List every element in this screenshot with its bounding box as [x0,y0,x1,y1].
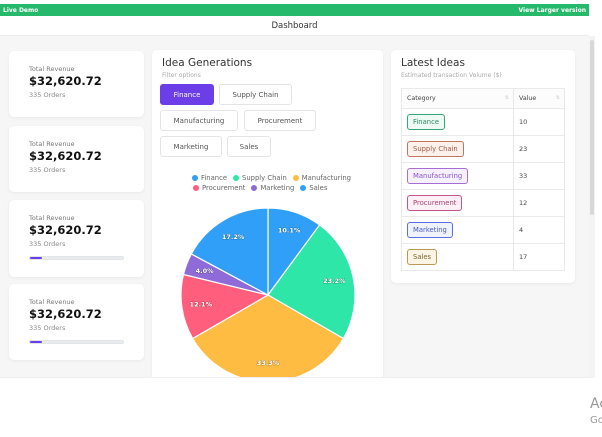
progress-bar [29,256,124,260]
view-larger-link[interactable]: View Larger version [518,6,587,14]
chart-legend-row1: Finance Supply Chain Manufacturing [192,174,357,182]
stat-label: Total Revenue [29,298,75,306]
stat-label: Total Revenue [29,140,75,148]
stat-value: $32,620.72 [29,74,102,88]
latest-ideas-title: Latest Ideas [401,57,465,69]
filter-manufacturing-button[interactable]: Manufacturing [160,110,238,131]
pie-label: 17.2% [222,233,245,241]
demo-banner: Live Demo View Larger version [0,4,589,16]
scrollbar-thumb[interactable] [590,40,594,215]
stat-orders: 335 Orders [29,166,66,174]
stat-label: Total Revenue [29,65,75,73]
latest-ideas-table: Category ⇅ Value ⇅ Finance 10 Supply Chain 23… [401,88,565,271]
category-badge: Marketing [407,222,453,238]
category-badge: Finance [407,114,446,130]
legend-dot-icon [192,175,198,181]
latest-ideas-card: Latest Ideas Estimated transaction Volum… [391,50,575,283]
table-row[interactable]: Procurement 12 [401,189,565,217]
category-cell: Manufacturing [401,162,514,190]
live-demo-label: Live Demo [3,6,39,14]
pie-label: 4.0% [196,267,215,275]
table-row[interactable]: Supply Chain 23 [401,135,565,163]
pie-slice-manufacturing[interactable] [191,294,345,378]
category-cell: Finance [401,108,514,136]
category-badge: Sales [407,249,438,265]
idea-generations-title: Idea Generations [162,57,253,69]
progress-fill [30,257,42,259]
value-cell: 17 [513,243,565,271]
latest-ideas-subtitle: Estimated transaction Volume ($) [401,72,502,79]
legend-procurement[interactable]: Procurement [193,184,245,192]
progress-bar [29,340,124,344]
category-cell: Marketing [401,216,514,244]
legend-dot-icon [300,185,307,191]
value-cell: 12 [513,189,565,217]
category-badge: Supply Chain [407,141,464,157]
legend-dot-icon [292,175,299,181]
pie-label: 33.3% [257,359,280,367]
page-title: Dashboard [271,20,318,31]
stat-card-1: Total Revenue $32,620.72 335 Orders [9,51,144,117]
sort-icon[interactable]: ⇅ [555,95,560,101]
stat-card-4: Total Revenue $32,620.72 335 Orders [9,284,144,360]
legend-dot-icon [251,185,258,191]
pie-label: 10.1% [278,227,301,235]
pie-label: 23.2% [323,277,346,285]
dashboard-content: Total Revenue $32,620.72 335 Orders Tota… [0,36,589,378]
filter-procurement-button[interactable]: Procurement [244,110,316,131]
stat-value: $32,620.72 [29,307,102,321]
filter-supply-chain-button[interactable]: Supply Chain [219,84,292,105]
category-cell: Sales [401,243,514,271]
stat-orders: 335 Orders [29,91,66,99]
filter-options-label: Filter options [162,72,201,79]
chart-legend-row2: Procurement Marketing Sales [193,184,333,192]
stat-orders: 335 Orders [29,324,66,332]
legend-manufacturing[interactable]: Manufacturing [292,174,351,182]
value-cell: 10 [513,108,565,136]
category-badge: Procurement [407,195,463,211]
progress-fill [30,341,42,343]
pie-slice-sales[interactable] [190,207,269,297]
category-cell: Procurement [401,189,514,217]
legend-sales[interactable]: Sales [300,184,327,192]
table-row[interactable]: Finance 10 [401,108,565,136]
stat-value: $32,620.72 [29,223,102,237]
legend-marketing[interactable]: Marketing [251,184,294,192]
filter-finance-button[interactable]: Finance [160,84,214,105]
pie-chart: 10.1% 23.2% 33.3% 12.1% 4.0% 17.2% [180,207,356,378]
category-cell: Supply Chain [401,135,514,163]
stat-label: Total Revenue [29,214,75,222]
value-cell: 4 [513,216,565,244]
table-row[interactable]: Sales 17 [401,243,565,271]
value-cell: 33 [513,162,565,190]
idea-generations-card: Idea Generations Filter options Finance … [152,50,383,378]
legend-finance[interactable]: Finance [192,174,227,182]
legend-dot-icon [233,175,240,181]
pie-slice-procurement[interactable] [180,273,270,340]
column-header-category[interactable]: Category ⇅ [401,88,514,109]
stat-card-3: Total Revenue $32,620.72 335 Orders [9,200,144,277]
value-cell: 23 [513,135,565,163]
filter-marketing-button[interactable]: Marketing [160,136,222,157]
legend-dot-icon [193,185,199,191]
activation-watermark-line2: Go [590,415,602,426]
pie-slice-supply-chain[interactable] [267,224,356,340]
stat-card-2: Total Revenue $32,620.72 335 Orders [9,126,144,192]
category-badge: Manufacturing [407,168,469,184]
filter-sales-button[interactable]: Sales [227,136,271,157]
sort-icon[interactable]: ⇅ [504,95,509,101]
table-row[interactable]: Manufacturing 33 [401,162,565,190]
legend-supply-chain[interactable]: Supply Chain [233,174,287,182]
page-header: Dashboard [0,16,589,36]
activation-watermark-line1: Ac [590,396,602,412]
stat-value: $32,620.72 [29,149,102,163]
column-header-value[interactable]: Value ⇅ [513,88,565,109]
table-row[interactable]: Marketing 4 [401,216,565,244]
stat-orders: 335 Orders [29,240,66,248]
pie-label: 12.1% [190,301,213,309]
